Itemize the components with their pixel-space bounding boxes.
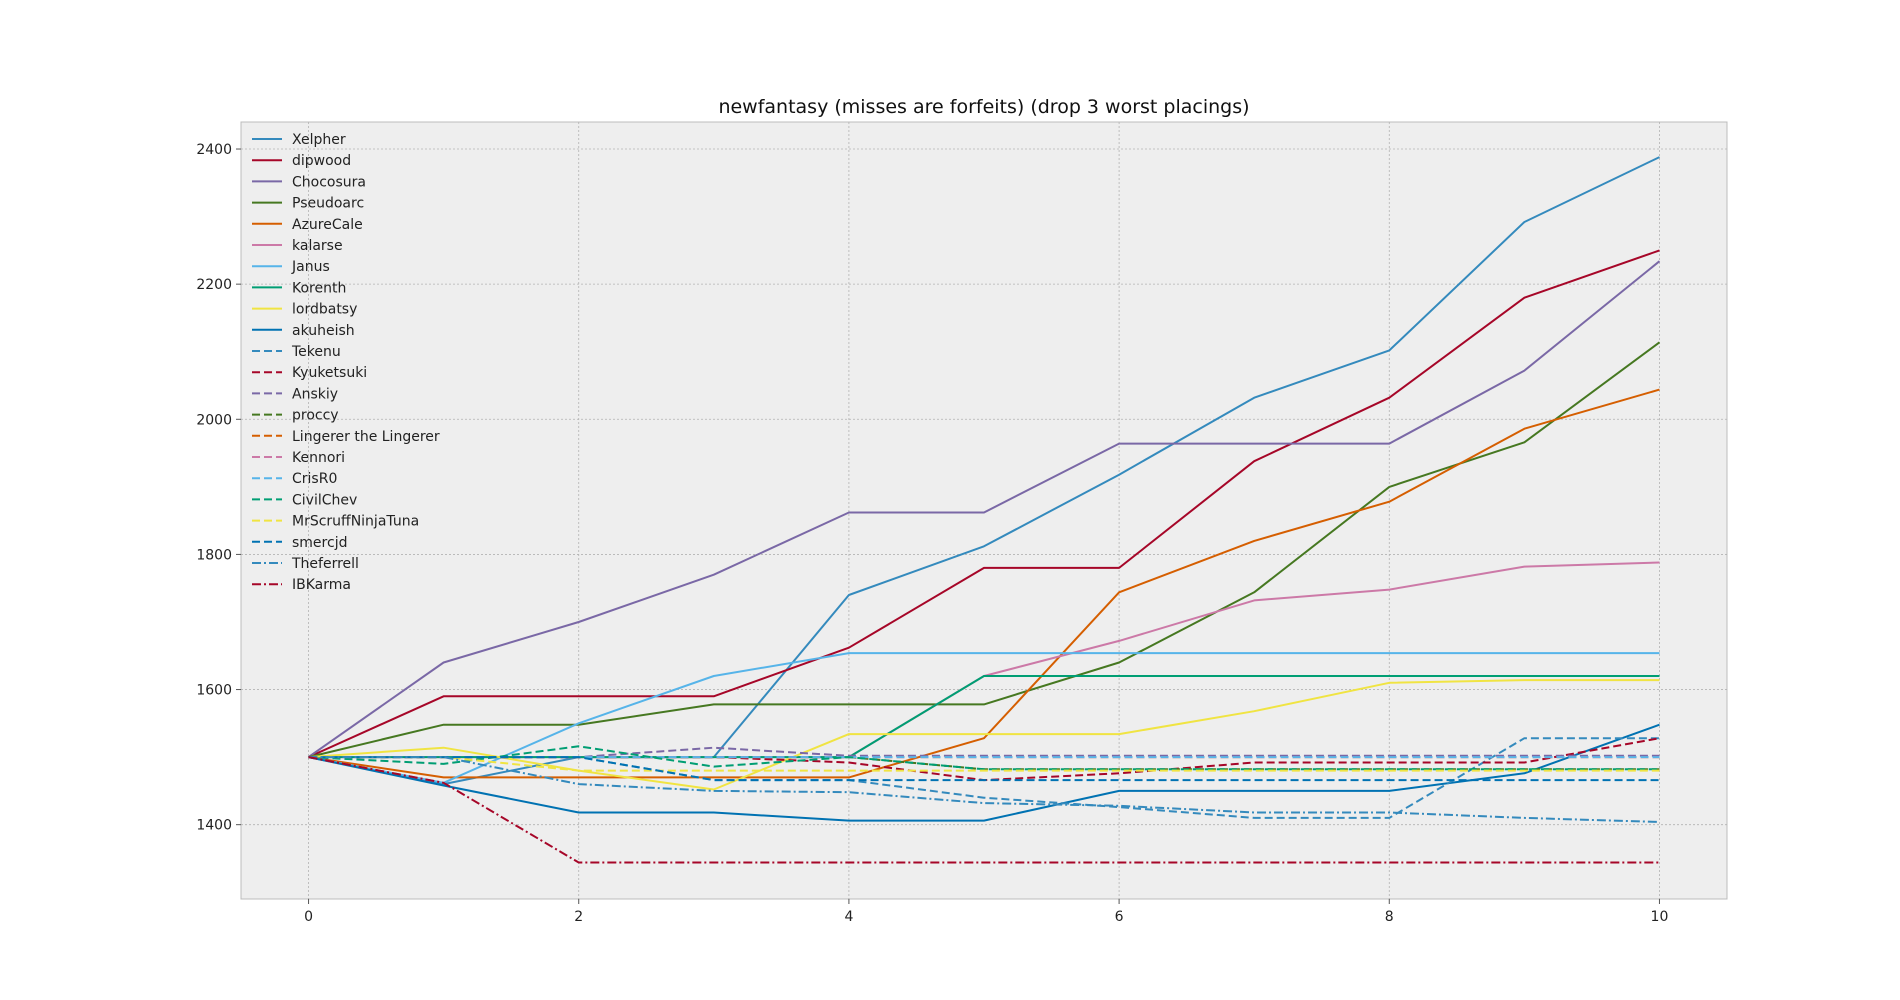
y-tick-label: 2200 [196,277,232,293]
series-line-anskiy [308,746,1660,759]
x-tick-label: 4 [844,909,853,925]
series-line-theferrell [308,756,1660,823]
series-lines [307,156,1661,864]
legend-label: Tekenu [291,344,341,360]
legend-label: kalarse [292,238,343,254]
x-tick-label: 8 [1385,909,1394,925]
grid [241,122,1727,899]
series-line-korenth [308,675,1660,759]
x-tick-label: 10 [1651,909,1669,925]
legend-label: Xelpher [292,132,346,148]
series-line-ibkarma [308,756,1660,864]
legend-label: CivilChev [292,492,357,508]
legend-label: Theferrell [291,556,359,572]
series-line-chocosura [307,260,1661,758]
series-line-civilchev [308,745,1660,771]
series-line-xelpher [308,156,1660,786]
legend-label: Korenth [292,280,346,296]
legend: Xelpher dipwood Chocosura Pseudoarc AzureCal… [252,132,440,593]
legend-label: lordbatsy [292,302,357,318]
legend-label: proccy [292,408,339,424]
y-tick-label: 2000 [196,412,232,428]
legend-label: Janus [291,259,330,275]
series-line-pseudoarc [308,341,1661,759]
legend-label: IBKarma [292,577,351,593]
series-line-smercjd [308,756,1660,782]
x-tick-label: 2 [574,909,583,925]
chart-title: newfantasy (misses are forfeits) (drop 3… [718,96,1249,118]
series-line-lordbatsy [308,679,1660,791]
series-line-tekenu [308,737,1660,819]
legend-label: Lingerer the Lingerer [292,429,440,445]
y-tick-label: 1400 [196,818,232,834]
y-tick-label: 1800 [196,547,232,563]
legend-label: Chocosura [292,174,366,190]
y-axis-ticks: 1400 1600 1800 2000 2200 2400 [196,142,241,834]
legend-label: smercjd [292,535,347,551]
series-line-azurecale [308,388,1660,779]
legend-label: Pseudoarc [292,196,364,212]
legend-label: MrScruffNinjaTuna [292,514,419,530]
legend-label: AzureCale [292,217,363,233]
plot-area [240,121,1728,900]
legend-label: CrisR0 [292,471,337,487]
legend-label: Kennori [292,450,345,466]
series-line-akuheish [308,723,1660,822]
series-line-janus [308,652,1660,784]
legend-label: akuheish [292,323,355,339]
y-tick-label: 2400 [196,142,232,158]
y-tick-label: 1600 [196,683,232,699]
legend-label: Anskiy [292,386,338,402]
x-tick-label: 6 [1115,909,1124,925]
series-line-mrscruffninjatuna [308,756,1660,772]
legend-label: dipwood [292,153,351,169]
series-line-dipwood [308,249,1660,759]
x-axis-ticks: 0 2 4 6 8 10 [304,899,1668,925]
x-tick-label: 0 [304,909,313,925]
legend-label: Kyuketsuki [292,365,367,381]
